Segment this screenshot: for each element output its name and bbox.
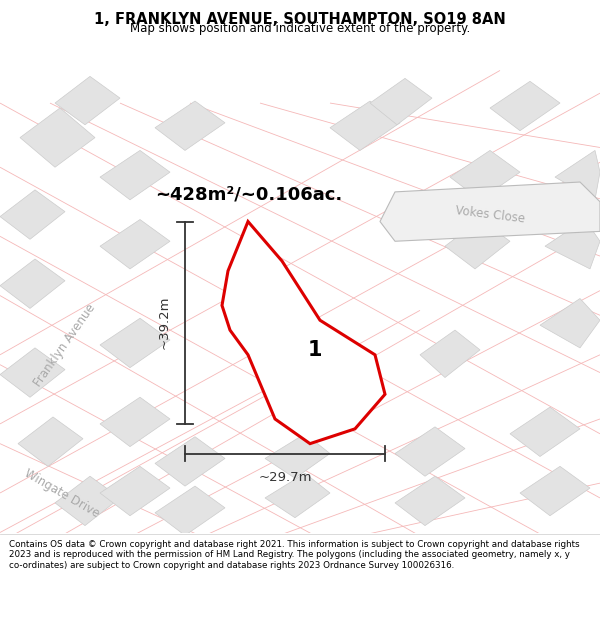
Polygon shape	[330, 101, 400, 151]
Polygon shape	[155, 101, 225, 151]
Polygon shape	[55, 76, 120, 125]
Polygon shape	[370, 78, 432, 125]
Polygon shape	[545, 219, 600, 269]
Text: ~29.7m: ~29.7m	[258, 471, 312, 484]
Polygon shape	[420, 330, 480, 378]
Polygon shape	[155, 486, 225, 536]
Polygon shape	[100, 318, 170, 368]
Polygon shape	[510, 407, 580, 456]
Polygon shape	[0, 348, 65, 398]
Polygon shape	[55, 476, 120, 526]
Polygon shape	[100, 219, 170, 269]
Text: Franklyn Avenue: Franklyn Avenue	[32, 301, 98, 389]
Polygon shape	[555, 151, 600, 200]
Polygon shape	[20, 108, 95, 168]
Polygon shape	[0, 190, 65, 239]
Polygon shape	[490, 81, 560, 131]
Text: Wingate Drive: Wingate Drive	[22, 466, 102, 520]
Polygon shape	[395, 476, 465, 526]
Polygon shape	[100, 398, 170, 447]
Text: 1: 1	[308, 340, 322, 360]
Polygon shape	[0, 259, 65, 308]
Text: 1, FRANKLYN AVENUE, SOUTHAMPTON, SO19 8AN: 1, FRANKLYN AVENUE, SOUTHAMPTON, SO19 8A…	[94, 12, 506, 27]
Polygon shape	[265, 473, 330, 518]
Polygon shape	[380, 182, 600, 241]
Polygon shape	[18, 417, 83, 466]
Text: ~428m²/~0.106ac.: ~428m²/~0.106ac.	[155, 186, 342, 204]
Polygon shape	[100, 151, 170, 200]
Polygon shape	[445, 219, 510, 269]
Polygon shape	[100, 466, 170, 516]
Polygon shape	[155, 437, 225, 486]
Text: Contains OS data © Crown copyright and database right 2021. This information is : Contains OS data © Crown copyright and d…	[9, 540, 580, 570]
Text: ~39.2m: ~39.2m	[158, 296, 171, 349]
Polygon shape	[395, 427, 465, 476]
Polygon shape	[540, 299, 600, 348]
Text: Map shows position and indicative extent of the property.: Map shows position and indicative extent…	[130, 22, 470, 35]
Text: Vokes Close: Vokes Close	[454, 204, 526, 226]
Polygon shape	[450, 151, 520, 200]
Polygon shape	[520, 466, 590, 516]
Polygon shape	[222, 221, 385, 444]
Polygon shape	[265, 434, 330, 478]
